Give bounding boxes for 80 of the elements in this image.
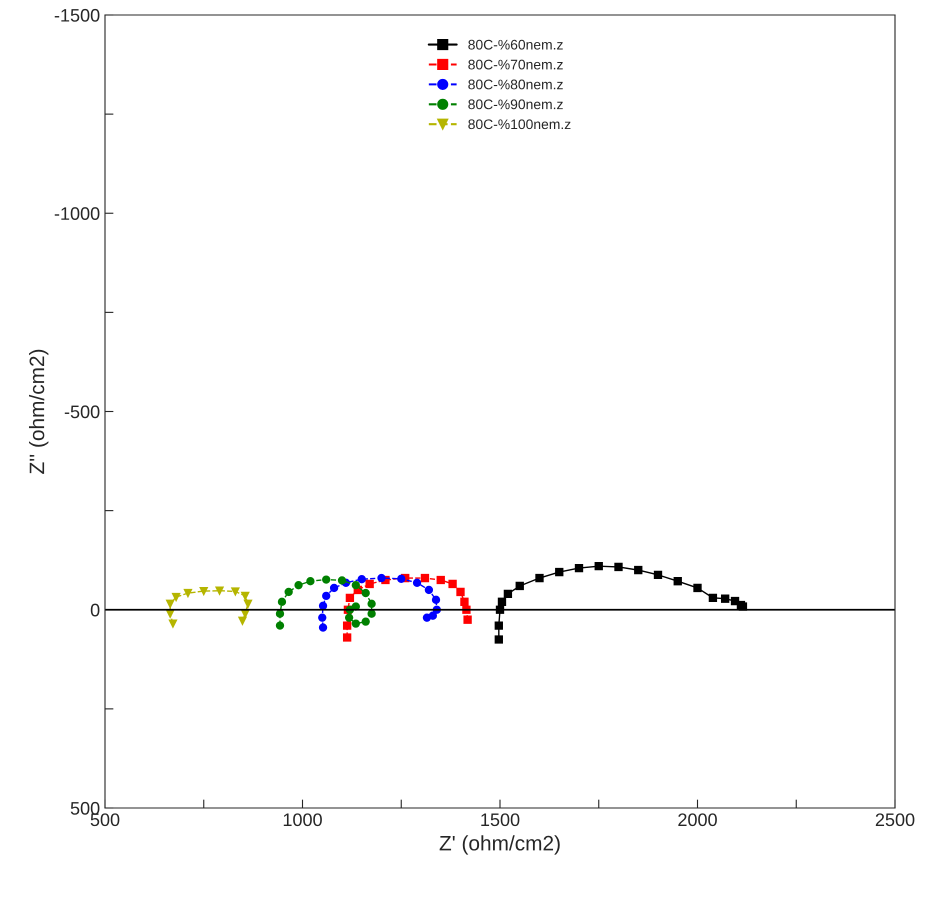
- point: [460, 598, 469, 606]
- point: [172, 592, 180, 602]
- point: [634, 566, 642, 574]
- y-tick-label: 500: [70, 802, 100, 815]
- point: [342, 633, 352, 642]
- point: [244, 600, 252, 608]
- point: [338, 576, 346, 585]
- y-tick-label: -1000: [54, 207, 100, 220]
- legend-label: 80C-%60nem.z: [468, 40, 563, 50]
- point: [278, 598, 286, 606]
- point: [306, 577, 315, 586]
- point: [318, 614, 326, 622]
- point: [318, 602, 328, 610]
- point: [535, 574, 544, 582]
- point: [330, 584, 338, 592]
- point: [674, 577, 682, 586]
- point: [574, 564, 584, 572]
- point: [322, 592, 330, 600]
- point: [241, 592, 250, 600]
- point: [184, 588, 192, 598]
- point: [322, 575, 330, 584]
- point: [422, 614, 432, 622]
- point: [720, 594, 730, 603]
- point: [284, 588, 293, 596]
- point: [318, 623, 328, 632]
- point: [342, 621, 352, 630]
- point: [614, 562, 623, 572]
- x-tick-label: 1500: [481, 813, 520, 826]
- point: [397, 574, 406, 583]
- point: [238, 616, 247, 626]
- point: [420, 574, 430, 582]
- y-tick-label: -500: [64, 405, 100, 418]
- point: [377, 574, 386, 582]
- y-tick-label: -1500: [54, 8, 100, 22]
- point: [215, 586, 224, 595]
- point: [200, 586, 208, 596]
- point: [456, 588, 465, 596]
- point: [166, 600, 174, 608]
- point: [352, 581, 360, 590]
- point: [436, 576, 445, 584]
- point: [412, 578, 422, 587]
- point: [494, 621, 503, 630]
- x-tick-label: 2000: [678, 813, 717, 826]
- point: [276, 610, 284, 618]
- x-tick-label: 2500: [876, 813, 914, 826]
- legend-label: 80C-%70nem.z: [468, 60, 563, 70]
- point: [654, 570, 662, 580]
- y-axis-title: Z'' (ohm/cm2): [28, 350, 48, 474]
- legend-label: 80C-%90nem.z: [468, 99, 563, 110]
- point: [231, 587, 240, 596]
- point: [365, 580, 374, 588]
- x-tick-label: 1000: [284, 813, 322, 826]
- point: [516, 582, 524, 590]
- point: [463, 615, 472, 624]
- point: [494, 635, 503, 644]
- point: [362, 588, 370, 598]
- point: [168, 619, 178, 628]
- point: [367, 600, 376, 608]
- point: [708, 594, 718, 602]
- point: [448, 580, 457, 588]
- point: [294, 581, 303, 590]
- x-tick-label: 500: [90, 813, 120, 826]
- point: [276, 621, 284, 630]
- y-tick-label: 0: [90, 604, 100, 616]
- point: [693, 584, 702, 592]
- point: [432, 596, 440, 604]
- legend-label: 80C-%100nem.z: [468, 119, 570, 130]
- point: [344, 614, 354, 622]
- point: [555, 568, 564, 576]
- point: [358, 575, 366, 584]
- point: [352, 619, 360, 628]
- point: [498, 598, 506, 606]
- point: [424, 586, 434, 594]
- point: [594, 562, 603, 570]
- point: [504, 590, 512, 598]
- legend-label: 80C-%80nem.z: [468, 80, 563, 90]
- point: [362, 617, 370, 626]
- point: [367, 610, 376, 618]
- point: [346, 594, 354, 602]
- x-axis-title: Z' (ohm/cm2): [440, 835, 560, 855]
